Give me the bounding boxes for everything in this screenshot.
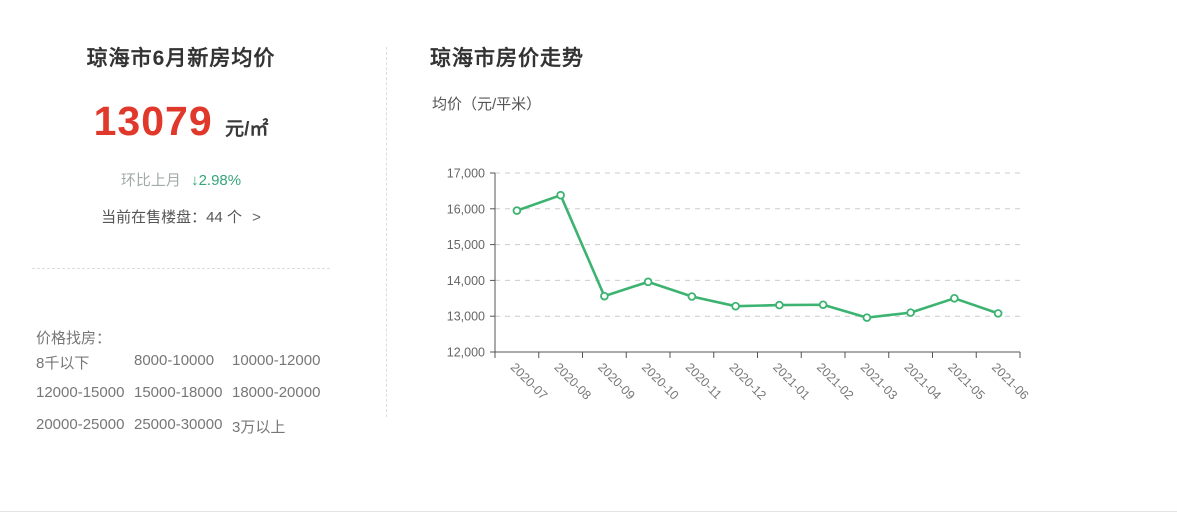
summary-panel: 琼海市6月新房均价 13079 元/㎡ 环比上月 ↓2.98% 当前在售楼盘：4…: [0, 0, 362, 517]
svg-text:12,000: 12,000: [447, 346, 485, 360]
price-range-link[interactable]: 18000-20000: [232, 384, 321, 401]
summary-title: 琼海市6月新房均价: [86, 47, 276, 70]
price-range-link[interactable]: 8千以下: [36, 355, 90, 372]
average-price: 13079 元/㎡: [0, 98, 362, 145]
svg-text:2021-05: 2021-05: [945, 360, 987, 402]
svg-text:17,000: 17,000: [447, 167, 485, 181]
price-range-link[interactable]: 8000-10000: [134, 352, 215, 369]
svg-text:2020-10: 2020-10: [639, 360, 681, 402]
svg-text:2021-01: 2021-01: [770, 360, 812, 402]
listings-label: 当前在售楼盘：: [101, 209, 207, 226]
price-range-list: 8千以下 8000-10000 10000-12000 12000-15000 1500…: [36, 352, 346, 448]
trend-title: 琼海市房价走势: [430, 47, 584, 70]
price-range-link[interactable]: 10000-12000: [232, 352, 321, 369]
mom-change-value: ↓2.98%: [191, 172, 242, 189]
average-price-value: 13079: [93, 98, 213, 144]
svg-text:2021-02: 2021-02: [814, 360, 856, 402]
price-range-link[interactable]: 25000-30000: [134, 416, 223, 433]
svg-text:2020-11: 2020-11: [683, 360, 725, 402]
average-price-unit: 元/㎡: [225, 119, 269, 140]
trend-panel: 琼海市房价走势 均价（元/平米） 12,000 13,000 14,000 15,00…: [386, 0, 1177, 517]
svg-text:2020-08: 2020-08: [552, 360, 594, 402]
horizontal-divider: [32, 268, 330, 269]
svg-text:2020-07: 2020-07: [508, 360, 550, 402]
section-bottom-border: [0, 511, 1177, 512]
listings-link[interactable]: 当前在售楼盘：44 个 >: [0, 206, 362, 227]
price-range-link[interactable]: 3万以上: [232, 419, 286, 436]
listings-unit: 个: [226, 209, 242, 226]
price-range-link[interactable]: 20000-25000: [36, 416, 125, 433]
line-chart-svg: 12,000 13,000 14,000 15,000 16,000 17,000 2020…: [447, 167, 1032, 403]
svg-text:2020-12: 2020-12: [727, 360, 769, 402]
price-trend-chart: 12,000 13,000 14,000 15,000 16,000 17,000 2020…: [420, 155, 1080, 455]
svg-text:2020-09: 2020-09: [595, 360, 637, 402]
price-range-link[interactable]: 12000-15000: [36, 384, 125, 401]
svg-text:2021-03: 2021-03: [858, 360, 900, 402]
svg-text:2021-04: 2021-04: [902, 360, 944, 402]
mom-label: 环比上月: [120, 172, 181, 189]
month-over-month: 环比上月 ↓2.98%: [0, 169, 362, 190]
svg-text:2021-06: 2021-06: [989, 360, 1031, 402]
svg-text:14,000: 14,000: [447, 274, 485, 288]
svg-text:13,000: 13,000: [447, 310, 485, 324]
price-search-label: 价格找房：: [36, 330, 112, 347]
price-range-link[interactable]: 15000-18000: [134, 384, 223, 401]
y-axis-title: 均价（元/平米）: [432, 96, 542, 113]
listings-count: 44: [206, 209, 223, 226]
svg-text:16,000: 16,000: [447, 202, 485, 216]
chevron-right-icon: >: [252, 209, 261, 226]
svg-text:15,000: 15,000: [447, 238, 485, 252]
vertical-divider: [386, 47, 387, 417]
